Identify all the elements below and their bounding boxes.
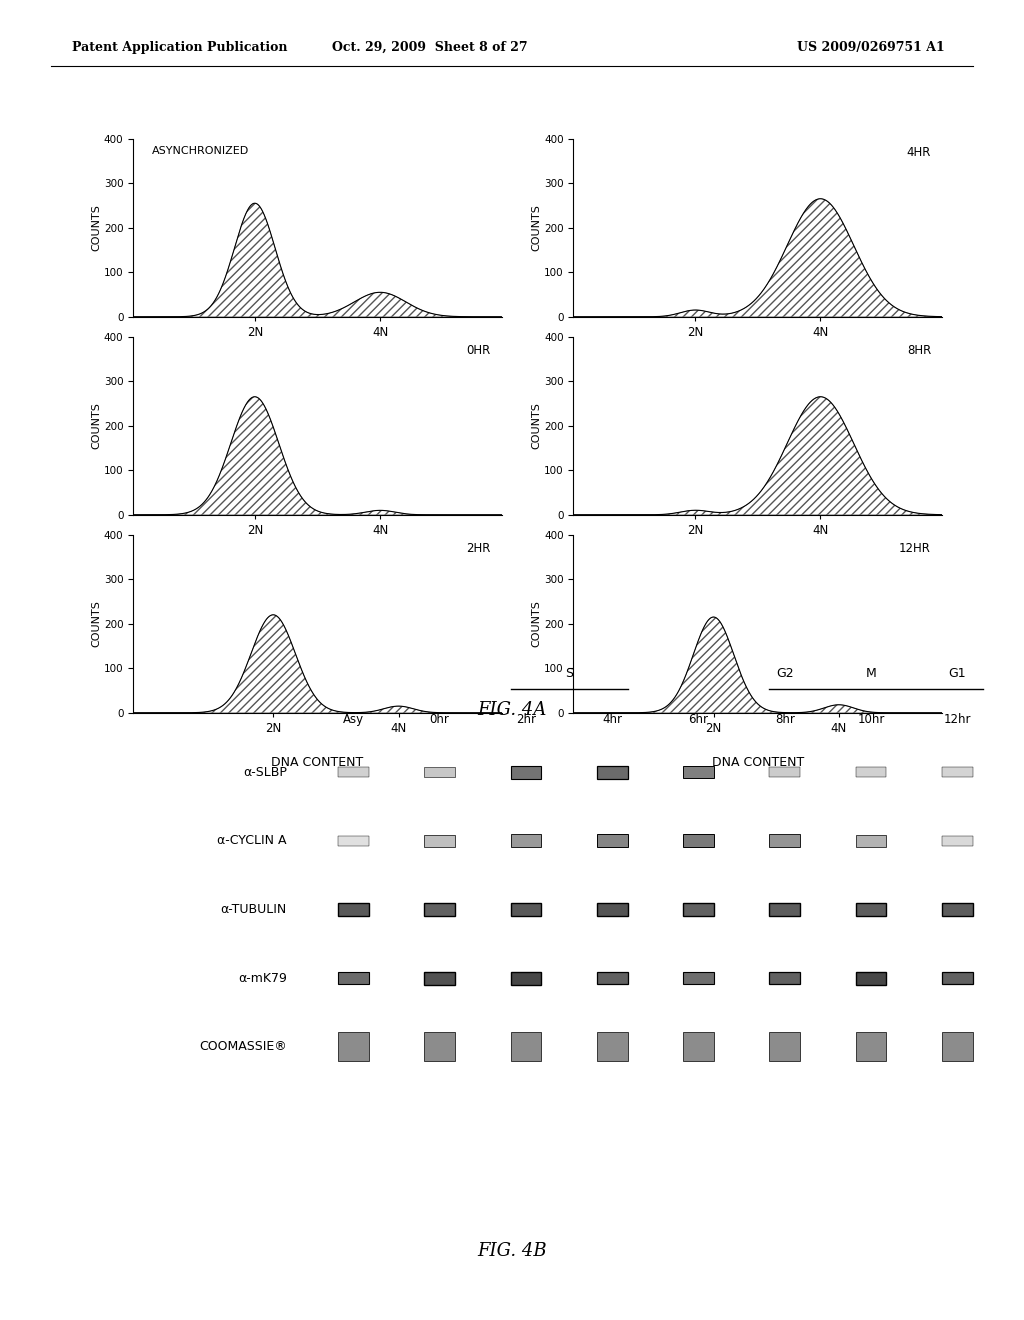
Text: Oct. 29, 2009  Sheet 8 of 27: Oct. 29, 2009 Sheet 8 of 27 [332, 41, 528, 54]
Text: Asy: Asy [343, 713, 364, 726]
Text: 0HR: 0HR [467, 343, 490, 356]
Y-axis label: COUNTS: COUNTS [91, 601, 101, 647]
Text: α-CYCLIN A: α-CYCLIN A [217, 834, 287, 847]
Text: G1: G1 [948, 667, 967, 680]
Y-axis label: COUNTS: COUNTS [531, 403, 542, 449]
Text: 12hr: 12hr [944, 713, 971, 726]
Text: S: S [565, 667, 573, 680]
Text: 2hr: 2hr [516, 713, 536, 726]
Text: US 2009/0269751 A1: US 2009/0269751 A1 [797, 41, 944, 54]
Text: 4hr: 4hr [602, 713, 623, 726]
Text: 8HR: 8HR [907, 343, 931, 356]
Text: M: M [865, 667, 877, 680]
Text: 8hr: 8hr [775, 713, 795, 726]
Text: DNA CONTENT: DNA CONTENT [271, 756, 364, 770]
Text: FIG. 4A: FIG. 4A [477, 701, 547, 719]
Text: 12HR: 12HR [899, 541, 931, 554]
Y-axis label: COUNTS: COUNTS [91, 205, 101, 251]
Text: FIG. 4B: FIG. 4B [477, 1242, 547, 1261]
Y-axis label: COUNTS: COUNTS [531, 205, 542, 251]
Text: COOMASSIE®: COOMASSIE® [199, 1040, 287, 1053]
Text: α-TUBULIN: α-TUBULIN [220, 903, 287, 916]
Text: Patent Application Publication: Patent Application Publication [72, 41, 287, 54]
Text: α-mK79: α-mK79 [238, 972, 287, 985]
Y-axis label: COUNTS: COUNTS [531, 601, 542, 647]
Text: α-SLBP: α-SLBP [243, 766, 287, 779]
Text: 2HR: 2HR [466, 541, 490, 554]
Text: 4HR: 4HR [906, 145, 931, 158]
Text: 10hr: 10hr [857, 713, 885, 726]
Text: DNA CONTENT: DNA CONTENT [712, 756, 804, 770]
Text: ASYNCHRONIZED: ASYNCHRONIZED [152, 145, 249, 156]
Text: 6hr: 6hr [688, 713, 709, 726]
Text: 0hr: 0hr [430, 713, 450, 726]
Text: G2: G2 [776, 667, 794, 680]
Y-axis label: COUNTS: COUNTS [91, 403, 101, 449]
